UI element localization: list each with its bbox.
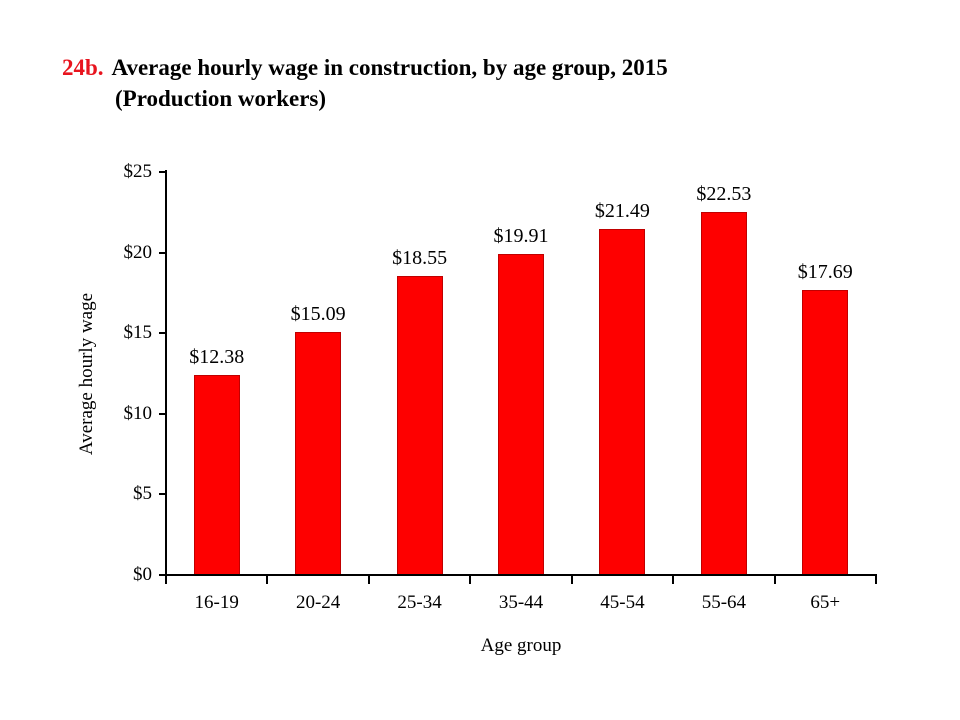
x-tick-mark bbox=[469, 575, 472, 584]
bar-value-label: $22.53 bbox=[696, 182, 752, 205]
x-tick-label: 45-54 bbox=[600, 592, 645, 613]
bar-value-label: $17.69 bbox=[797, 260, 853, 283]
y-tick-label: $5 bbox=[133, 483, 152, 505]
bar-value-label: $12.38 bbox=[189, 346, 245, 369]
bar bbox=[802, 289, 849, 575]
figure-title: 24b. Average hourly wage in construction,… bbox=[62, 52, 882, 114]
y-tick-label: $15 bbox=[123, 322, 153, 344]
y-tick-label: $20 bbox=[123, 241, 153, 263]
y-tick-label: $0 bbox=[133, 564, 152, 585]
bar-value-label: $18.55 bbox=[392, 246, 448, 269]
x-tick-label: 35-44 bbox=[498, 592, 544, 613]
x-tick-label: 20-24 bbox=[295, 592, 341, 613]
title-text: Average hourly wage in construction, by … bbox=[111, 55, 668, 80]
y-axis-label: Average hourly wage bbox=[76, 292, 97, 456]
y-tick-label: $25 bbox=[123, 161, 153, 182]
x-tick-mark bbox=[773, 575, 776, 584]
bar bbox=[599, 228, 646, 575]
bar-value-label: $19.91 bbox=[493, 225, 549, 248]
y-tick-mark bbox=[159, 332, 166, 335]
y-tick-mark bbox=[159, 574, 166, 576]
bar-value-label: $21.49 bbox=[594, 199, 650, 222]
y-tick-label: $10 bbox=[123, 402, 153, 424]
y-tick-mark bbox=[159, 251, 166, 254]
bar-value-label: $15.09 bbox=[290, 302, 346, 325]
bar bbox=[498, 254, 544, 575]
bar bbox=[193, 375, 240, 575]
bar bbox=[396, 275, 443, 575]
x-tick-label: 65+ bbox=[810, 592, 841, 613]
x-axis-label: Age group bbox=[480, 635, 562, 656]
x-tick-label: 16-19 bbox=[194, 592, 239, 613]
x-tick-label: 55-64 bbox=[701, 592, 747, 613]
title-line1: 24b. Average hourly wage in construction,… bbox=[62, 52, 882, 83]
x-tick-mark bbox=[266, 575, 269, 584]
x-tick-mark bbox=[367, 575, 370, 584]
bar bbox=[295, 331, 342, 575]
title-line2: (Production workers) bbox=[115, 86, 327, 111]
x-tick-mark bbox=[672, 575, 675, 584]
x-axis-line bbox=[165, 574, 877, 576]
y-tick-mark bbox=[159, 412, 166, 415]
title-number: 24b. bbox=[62, 55, 104, 80]
y-tick-mark bbox=[159, 493, 166, 496]
x-tick-mark bbox=[570, 575, 573, 584]
x-tick-mark bbox=[875, 575, 877, 584]
y-axis-line bbox=[165, 170, 167, 576]
x-tick-label: 25-34 bbox=[397, 592, 442, 613]
x-tick-mark bbox=[165, 575, 167, 584]
bar bbox=[700, 211, 747, 575]
y-tick-mark bbox=[159, 171, 166, 173]
